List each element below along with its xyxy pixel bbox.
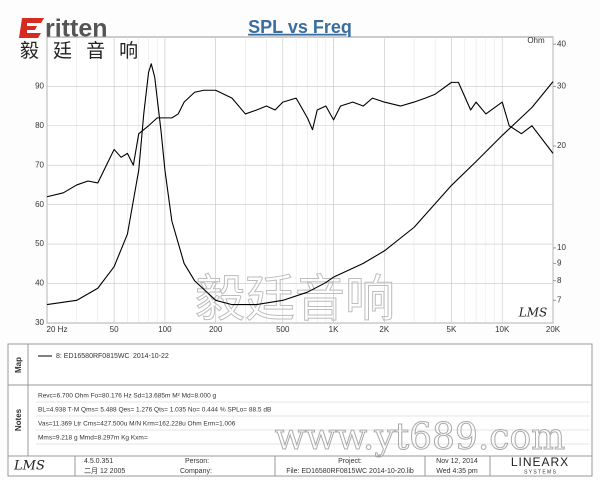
watermark-cn: 毅廷音响 [195,270,395,328]
x-tick-label: 1K [329,325,339,334]
y2-tick-label: 20 [557,141,566,150]
note-line: Mms=9.218 g Mmd=8.297m Kg Kxm= [38,435,148,442]
project: Project: [338,458,362,465]
x-tick-label: 20K [546,325,561,334]
y-tick-label: 70 [35,160,44,169]
y2-tick-label: 7 [557,295,562,304]
x-tick-label: 50 [110,325,119,334]
note-line: Vas=11.369 Ltr Cms=427.500u M/N Krm=162.… [38,421,236,428]
map-label: Map [14,357,23,373]
y-tick-label: 90 [35,81,44,90]
grid [46,37,554,324]
build-date: 二月 12 2005 [84,467,125,475]
logo-mark [19,18,44,38]
info-panel [7,343,593,477]
note-line: BL=4.938 T·M Qms= 5.488 Qes= 1.276 Qts= … [38,407,271,414]
x-tick-label: 500 [276,325,290,334]
logo-cn: 毅 廷 音 响 [20,40,142,62]
plot-logo: LMS [518,306,547,320]
y2-axis-label: Ohm [527,36,545,45]
x-tick-label: 2K [379,325,389,334]
curves [46,63,554,306]
company: Company: [180,468,212,475]
y-tick-label: 60 [35,200,44,209]
y2-tick-label: 8 [557,276,562,285]
notes-label: Notes [14,408,23,431]
logo: ritten [45,15,108,43]
y-tick-label: 30 [35,318,44,327]
y2-tick-label: 10 [557,243,566,252]
legend-date: 2014-10-22 [133,353,169,360]
watermark-url: www.yt689.com [275,417,566,458]
file: File: ED16580RF0815WC 2014-10-20.lib [286,468,414,475]
note-line: Revc=6.700 Ohm Fo=80.176 Hz Sd=13.685m M… [38,393,217,400]
person: Person: [185,458,209,465]
y2-tick-label: 40 [557,39,566,48]
y2-tick-label: 30 [557,82,566,91]
y-tick-label: 50 [35,239,44,248]
chart-title: SPL vs Freq [248,17,352,37]
date: Nov 12, 2014 [436,458,478,465]
footer-logo: LMS [13,459,45,474]
y-tick-label: 80 [35,121,44,130]
plot-frame [46,36,554,324]
y-tick-label: 40 [35,279,44,288]
x-tick-label: 200 [209,325,223,334]
brand-sub: S Y S T E M S [524,469,557,475]
time: Wed 4:35 pm [436,468,478,475]
notes: Revc=6.700 Ohm Fo=80.176 Hz Sd=13.685m M… [36,393,590,445]
x-tick-label: 5K [447,325,457,334]
x-tick-label: 10K [495,325,510,334]
brand: LINEARX [511,455,569,469]
impedance-curve [46,63,554,306]
version: 4.5.0.351 [84,458,113,465]
x-tick-label: 20 Hz [47,325,68,334]
x-tick-label: 100 [158,325,172,334]
legend-entry: 8: ED16580RF0815WC [56,353,130,360]
y2-tick-label: 9 [557,259,562,268]
spl-curve [46,81,554,198]
